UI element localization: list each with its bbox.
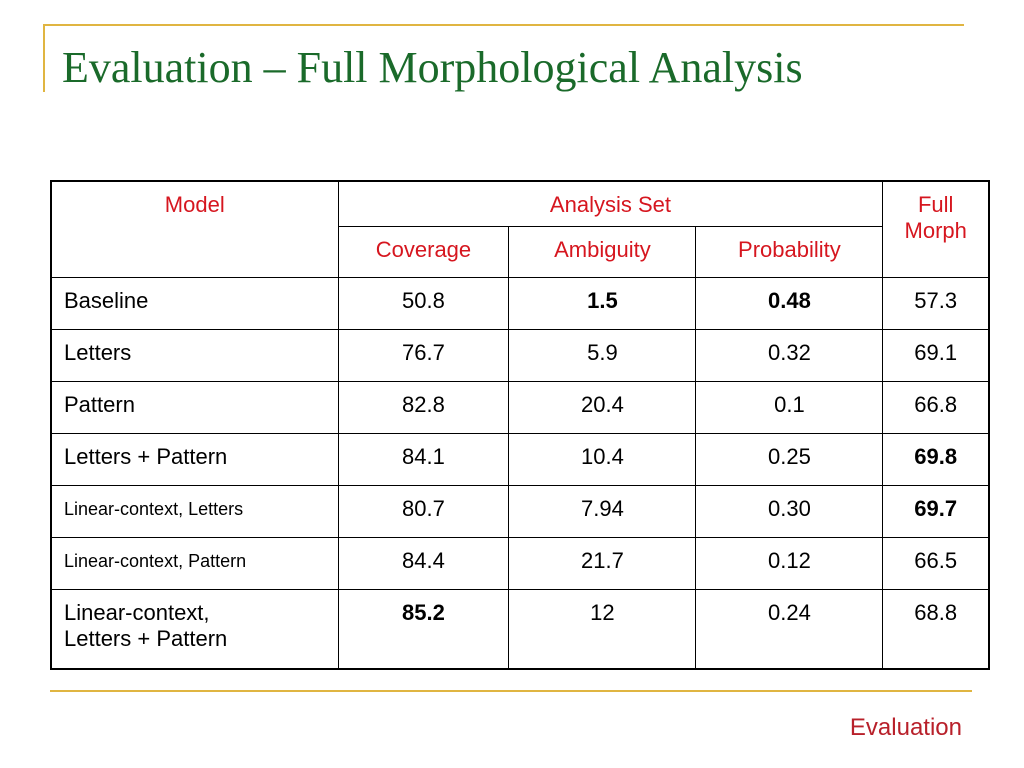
header-ambiguity: Ambiguity [508,226,697,278]
row-model-line1: Linear-context, [64,600,210,625]
row-coverage: 50.8 [337,277,510,330]
left-accent-line [43,24,45,92]
table-header-row: Model Analysis Set Full Morph [50,180,990,278]
header-coverage: Coverage [337,226,510,278]
row-probability: 0.12 [695,537,884,590]
header-analysis-set: Analysis Set [337,180,884,227]
row-probability: 0.48 [695,277,884,330]
table-row: Linear-context, Letters 80.7 7.94 0.30 6… [50,485,990,538]
row-full-morph: 69.8 [882,433,990,486]
row-full-morph: 66.5 [882,537,990,590]
row-model: Letters [50,329,339,382]
row-ambiguity: 5.9 [508,329,697,382]
row-coverage: 85.2 [337,589,510,670]
row-model: Linear-context, Letters [50,485,339,538]
table-row: Letters + Pattern 84.1 10.4 0.25 69.8 [50,433,990,486]
row-probability: 0.32 [695,329,884,382]
row-coverage: 84.1 [337,433,510,486]
row-coverage: 82.8 [337,381,510,434]
row-ambiguity: 1.5 [508,277,697,330]
header-full-morph-line1: Full [917,192,954,217]
row-ambiguity: 21.7 [508,537,697,590]
row-full-morph: 66.8 [882,381,990,434]
row-coverage: 80.7 [337,485,510,538]
footer-accent-line [50,690,972,692]
header-model: Model [50,180,339,278]
table-row: Baseline 50.8 1.5 0.48 57.3 [50,277,990,330]
row-ambiguity: 12 [508,589,697,670]
row-probability: 0.25 [695,433,884,486]
row-full-morph: 69.1 [882,329,990,382]
row-coverage: 76.7 [337,329,510,382]
row-coverage: 84.4 [337,537,510,590]
results-table: Model Analysis Set Full Morph Coverage A… [50,180,990,670]
table-row: Pattern 82.8 20.4 0.1 66.8 [50,381,990,434]
row-ambiguity: 7.94 [508,485,697,538]
row-model: Baseline [50,277,339,330]
row-ambiguity: 10.4 [508,433,697,486]
header-probability: Probability [695,226,884,278]
row-ambiguity: 20.4 [508,381,697,434]
table-row: Letters 76.7 5.9 0.32 69.1 [50,329,990,382]
table-row: Linear-context, Letters + Pattern 85.2 1… [50,589,990,670]
top-accent-line [43,24,964,26]
row-model: Letters + Pattern [50,433,339,486]
header-full-morph: Full Morph [882,180,990,278]
row-full-morph: 68.8 [882,589,990,670]
row-probability: 0.24 [695,589,884,670]
row-probability: 0.30 [695,485,884,538]
row-full-morph: 69.7 [882,485,990,538]
row-probability: 0.1 [695,381,884,434]
row-model-line2: Letters + Pattern [64,626,228,651]
slide-title: Evaluation – Full Morphological Analysis [62,43,803,92]
row-model: Linear-context, Pattern [50,537,339,590]
footer-section-label: Evaluation [849,714,962,741]
row-model: Linear-context, Letters + Pattern [50,589,339,670]
table-subheader-row: Coverage Ambiguity Probability [51,226,989,278]
row-model: Pattern [50,381,339,434]
header-full-morph-line2: Morph [904,218,967,243]
row-full-morph: 57.3 [882,277,990,330]
table-row: Linear-context, Pattern 84.4 21.7 0.12 6… [50,537,990,590]
